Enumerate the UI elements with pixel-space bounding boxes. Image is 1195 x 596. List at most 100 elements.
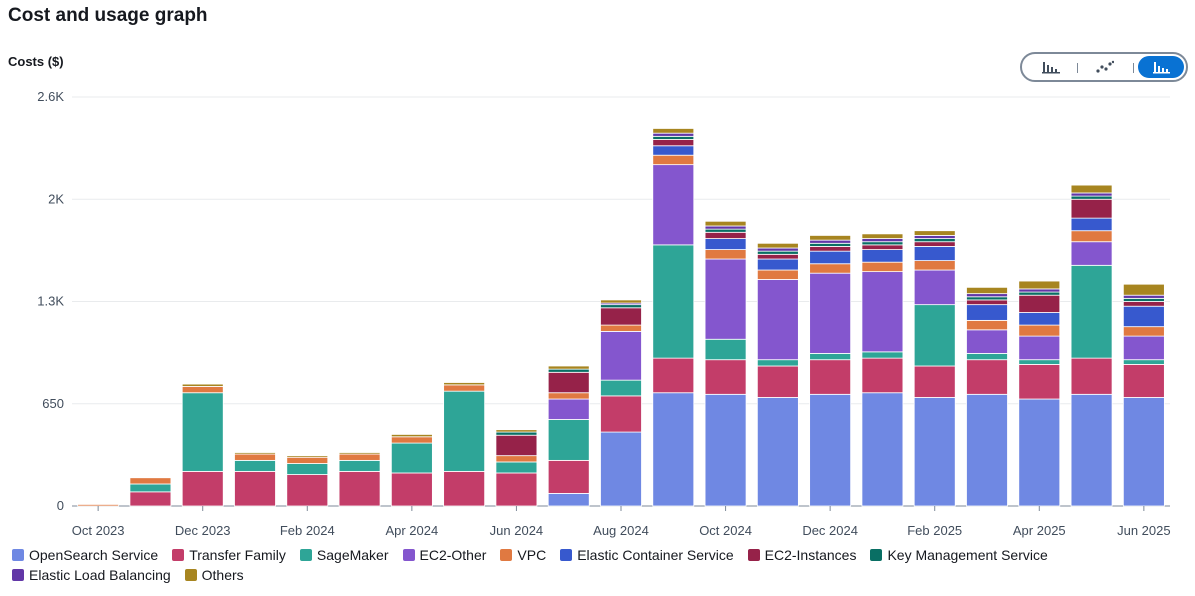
bar-segment — [756, 242, 799, 249]
bar-segment — [652, 132, 695, 137]
bar-segment — [809, 359, 852, 395]
bar-segment — [966, 286, 1008, 295]
legend-swatch — [402, 549, 415, 561]
legend-label: EC2-Instances — [764, 547, 857, 563]
bar-segment — [600, 324, 642, 332]
bar-segment — [704, 258, 747, 340]
bar-segment — [704, 238, 747, 250]
bar-segment — [600, 307, 642, 326]
bar-segment — [756, 279, 799, 361]
bar-segment — [547, 365, 590, 370]
bar-segment — [129, 477, 172, 485]
x-tick-label: Apr 2024 — [385, 523, 438, 538]
legend-label: Elastic Container Service — [577, 547, 734, 563]
bar-segment — [547, 398, 590, 420]
y-axis-title: Costs ($) — [8, 54, 64, 69]
bar-segment — [495, 455, 538, 463]
bar-segment — [1018, 324, 1061, 337]
bar-segment — [861, 244, 904, 250]
bar-segment — [1122, 335, 1165, 361]
y-tick-label: 2.6K — [37, 89, 64, 104]
chart-type-toggle — [1020, 52, 1188, 82]
bar-chart-button[interactable] — [1028, 56, 1074, 78]
bar-segment — [809, 393, 852, 507]
bar-segment — [547, 459, 590, 494]
x-tick-label: Aug 2024 — [593, 523, 649, 538]
bar-segment — [600, 330, 642, 381]
bar-segment — [547, 419, 590, 461]
legend-item[interactable]: VPC — [500, 547, 546, 563]
y-tick-label: 0 — [57, 498, 64, 513]
bar-segment — [338, 452, 381, 455]
legend-item[interactable]: OpenSearch Service — [12, 547, 158, 563]
x-tick-label: Dec 2024 — [802, 523, 858, 538]
bar-segment — [652, 154, 695, 166]
bar-segment — [600, 395, 642, 433]
bar-segment — [1122, 305, 1165, 328]
bar-segment — [1018, 280, 1061, 290]
legend-item[interactable]: Elastic Container Service — [560, 547, 734, 563]
bar-segment — [1122, 283, 1165, 296]
legend-item[interactable]: EC2-Other — [402, 547, 486, 563]
bar-segment — [1070, 195, 1113, 200]
x-tick-label: Feb 2025 — [907, 523, 962, 538]
stacked-bar-chart: 0 650 1.3K 2K 2.6K Oct 2023 Dec 2023 Feb 2024 Ap… — [37, 89, 1170, 538]
bar-segment — [1018, 312, 1061, 326]
bar-segment — [652, 244, 695, 359]
bar-segment — [286, 463, 329, 475]
legend-swatch — [870, 549, 883, 561]
legend-swatch — [12, 549, 24, 561]
bar-segment — [652, 139, 695, 147]
legend-swatch — [560, 549, 573, 561]
bar-segment — [966, 299, 1008, 306]
bar-segment — [600, 431, 642, 507]
bar-segment — [809, 353, 852, 361]
bar-segment — [129, 491, 172, 507]
legend-item[interactable]: SageMaker — [299, 547, 389, 563]
bar-segment — [756, 250, 799, 255]
bar-segment — [861, 238, 904, 243]
bar-segment — [913, 304, 956, 367]
bar-segment — [443, 470, 486, 507]
legend-swatch — [299, 549, 312, 561]
bar-segment — [756, 365, 799, 398]
bar-segment — [861, 351, 904, 359]
bar-segment — [809, 272, 852, 354]
bar-segment — [1122, 301, 1165, 307]
bar-segment — [809, 242, 852, 247]
legend-label: Key Management Service — [887, 547, 1048, 563]
bar-segment — [77, 504, 120, 507]
legend-item[interactable]: Others — [184, 567, 244, 583]
bar-segment — [600, 304, 642, 309]
bar-segment — [756, 258, 799, 271]
bar-segment — [181, 470, 224, 507]
bar-segment — [390, 434, 433, 438]
bar-segment — [704, 225, 747, 230]
bar-segment — [181, 386, 224, 394]
bar-segment — [966, 296, 1008, 301]
bar-segment — [966, 319, 1008, 331]
bar-segment — [1070, 241, 1113, 266]
bar-segment — [704, 393, 747, 507]
bar-segment — [861, 261, 904, 273]
bar-segment — [547, 368, 590, 373]
bar-segment — [913, 269, 956, 306]
bar-segment — [1070, 393, 1113, 507]
line-chart-button[interactable] — [1082, 56, 1128, 78]
bar-segment — [652, 128, 695, 134]
bar-segment — [495, 429, 538, 433]
legend-item[interactable]: Elastic Load Balancing — [12, 567, 171, 583]
bar-segment — [1122, 294, 1165, 299]
legend-item[interactable]: Key Management Service — [870, 547, 1048, 563]
stacked-bar-chart-button[interactable] — [1138, 56, 1184, 78]
bar-segment — [234, 453, 276, 461]
legend-label: Others — [201, 567, 244, 583]
legend-item[interactable]: EC2-Instances — [747, 547, 857, 563]
bar-segment — [861, 241, 904, 246]
bar-segment — [390, 472, 433, 507]
x-tick-label: Oct 2024 — [699, 523, 752, 538]
bar-segment — [234, 459, 276, 472]
bar-segment — [756, 247, 799, 252]
bar-segment — [652, 392, 695, 507]
legend-item[interactable]: Transfer Family — [172, 547, 286, 563]
